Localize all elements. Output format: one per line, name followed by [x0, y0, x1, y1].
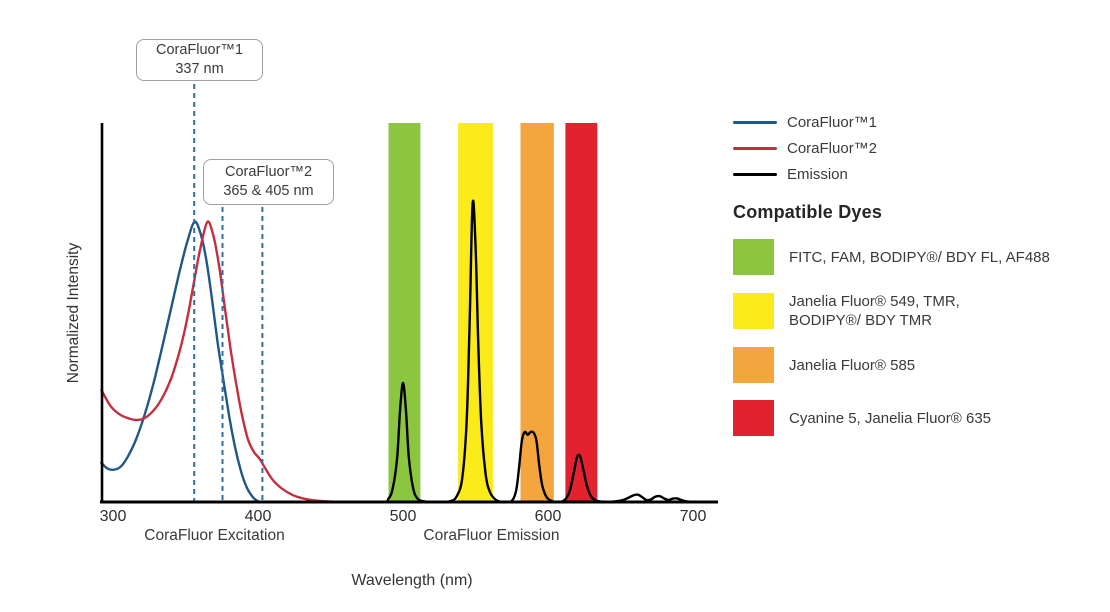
- dye-label: Janelia Fluor® 549, TMR, BODIPY®/ BDY TM…: [789, 293, 960, 329]
- dye-label: Janelia Fluor® 585: [789, 356, 916, 374]
- dye-row-orange: Janelia Fluor® 585: [733, 347, 1073, 383]
- curve-corafluor1: [100, 220, 261, 504]
- dye-color-swatch: [733, 347, 774, 383]
- dye-color-swatch: [733, 293, 774, 329]
- callout-corafluor1: CoraFluor™1 337 nm: [136, 39, 263, 81]
- axis-sublabel-0: CoraFluor Excitation: [144, 527, 285, 544]
- dye-row-yellow: Janelia Fluor® 549, TMR, BODIPY®/ BDY TM…: [733, 292, 1073, 330]
- legend-line-swatch: [733, 120, 777, 124]
- callout-subtitle: 337 nm: [175, 61, 224, 77]
- x-axis-label: Wavelength (nm): [351, 572, 473, 589]
- dye-row-green: FITC, FAM, BODIPY®/ BDY FL, AF488: [733, 239, 1073, 275]
- legend-label: CoraFluor™2: [787, 139, 878, 157]
- dyes-heading: Compatible Dyes: [733, 202, 883, 222]
- legend-panel: CoraFluor™1 CoraFluor™2 Emission Compatibl…: [733, 109, 1073, 453]
- curve-emission: [329, 199, 698, 504]
- legend-label: Emission: [787, 165, 848, 183]
- callout-subtitle: 365 & 405 nm: [223, 183, 314, 199]
- band-red: [565, 123, 598, 502]
- legend-row-0: CoraFluor™1: [733, 109, 1073, 135]
- band-green: [388, 123, 421, 502]
- series-legend: CoraFluor™1 CoraFluor™2 Emission: [733, 109, 1073, 187]
- legend-row-2: Emission: [733, 161, 1073, 187]
- dyes-legend: FITC, FAM, BODIPY®/ BDY FL, AF488 Janelia…: [733, 239, 1073, 436]
- dye-row-red: Cyanine 5, Janelia Fluor® 635: [733, 400, 1073, 436]
- x-tick-label-500: 500: [389, 508, 417, 525]
- dye-label: FITC, FAM, BODIPY®/ BDY FL, AF488: [789, 248, 1050, 266]
- y-axis-label: Normalized Intensity: [65, 242, 82, 384]
- x-tick-label-600: 600: [534, 508, 562, 525]
- legend-line-swatch: [733, 146, 777, 150]
- dye-label: Cyanine 5, Janelia Fluor® 635: [789, 409, 992, 427]
- callout-title: CoraFluor™1: [155, 42, 244, 58]
- curve-corafluor2: [100, 220, 350, 504]
- x-tick-label-700: 700: [679, 508, 707, 525]
- legend-row-1: CoraFluor™2: [733, 135, 1073, 161]
- axis-sublabel-1: CoraFluor Emission: [423, 527, 560, 544]
- legend-line-swatch: [733, 172, 777, 176]
- dye-color-swatch: [733, 400, 774, 436]
- dye-color-swatch: [733, 239, 774, 275]
- x-tick-label-400: 400: [244, 508, 272, 525]
- x-tick-label-300: 300: [99, 508, 127, 525]
- band-yellow: [458, 123, 493, 502]
- legend-label: CoraFluor™1: [787, 113, 878, 131]
- callout-title: CoraFluor™2: [224, 164, 313, 180]
- callout-corafluor2: CoraFluor™2 365 & 405 nm: [203, 159, 334, 205]
